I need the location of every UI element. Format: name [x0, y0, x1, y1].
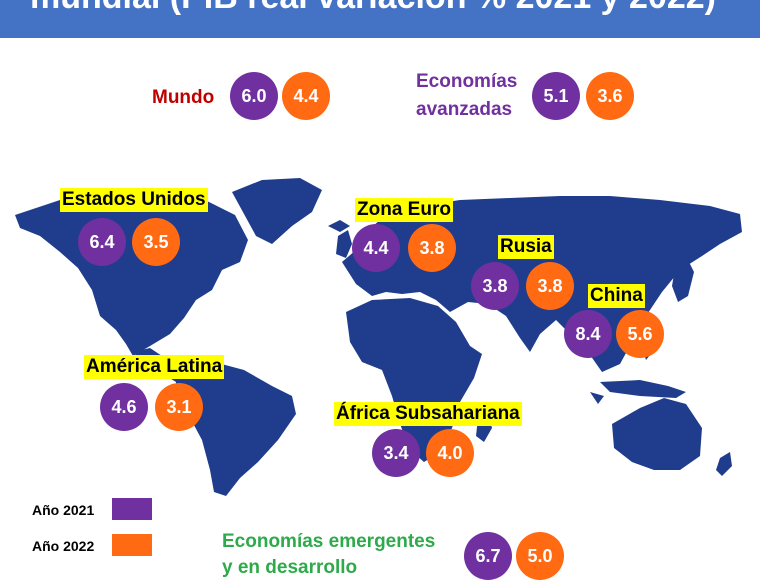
- avanzadas-2021-value: 5.1: [532, 72, 580, 120]
- new-zealand-shape: [716, 452, 732, 476]
- page-title: mundial (PIB real variación % 2021 y 202…: [30, 0, 716, 17]
- mundo-2021-value: 6.0: [230, 72, 278, 120]
- zona-euro-2022-value: 3.8: [408, 224, 456, 272]
- zona-euro-label: Zona Euro: [355, 198, 453, 222]
- south-america-shape: [176, 362, 296, 496]
- eeuu-label: Estados Unidos: [60, 188, 208, 212]
- rusia-2022-value: 3.8: [526, 262, 574, 310]
- legend-2021-swatch: [112, 498, 152, 520]
- zona-euro-2021-value: 4.4: [352, 224, 400, 272]
- africa-2022-value: 4.0: [426, 429, 474, 477]
- title-banner: mundial (PIB real variación % 2021 y 202…: [0, 0, 760, 38]
- legend-2021-label: Año 2021: [32, 502, 95, 518]
- mundo-label: Mundo: [152, 87, 215, 108]
- mundo-2022-value: 4.4: [282, 72, 330, 120]
- rusia-2021-value: 3.8: [471, 262, 519, 310]
- eeuu-2021-value: 6.4: [78, 218, 126, 266]
- china-2021-value: 8.4: [564, 310, 612, 358]
- america-latina-2022-value: 3.1: [155, 383, 203, 431]
- america-latina-label: América Latina: [84, 355, 225, 379]
- emergentes-label-line2: y en desarrollo: [222, 557, 358, 578]
- africa-label: África Subsahariana: [334, 402, 522, 426]
- china-label: China: [588, 284, 645, 308]
- china-2022-value: 5.6: [616, 310, 664, 358]
- america-latina-2021-value: 4.6: [100, 383, 148, 431]
- eeuu-2022-value: 3.5: [132, 218, 180, 266]
- indonesia-shape: [600, 380, 686, 398]
- emergentes-2022-value: 5.0: [516, 532, 564, 580]
- avanzadas-2022-value: 3.6: [586, 72, 634, 120]
- north-america-shape: [15, 190, 248, 356]
- uk-shape: [336, 230, 352, 258]
- avanzadas-label-line1: Economías: [416, 71, 518, 92]
- iceland-shape: [328, 220, 350, 232]
- legend-2022-label: Año 2022: [32, 538, 95, 554]
- legend-2022-swatch: [112, 534, 152, 556]
- greenland-shape: [232, 178, 322, 244]
- avanzadas-label-line2: avanzadas: [416, 99, 513, 120]
- rusia-label: Rusia: [498, 235, 554, 259]
- emergentes-label-line1: Economías emergentes: [222, 531, 436, 552]
- australia-shape: [612, 398, 702, 470]
- island-shape: [590, 392, 604, 404]
- emergentes-2021-value: 6.7: [464, 532, 512, 580]
- japan-shape: [672, 256, 694, 302]
- africa-2021-value: 3.4: [372, 429, 420, 477]
